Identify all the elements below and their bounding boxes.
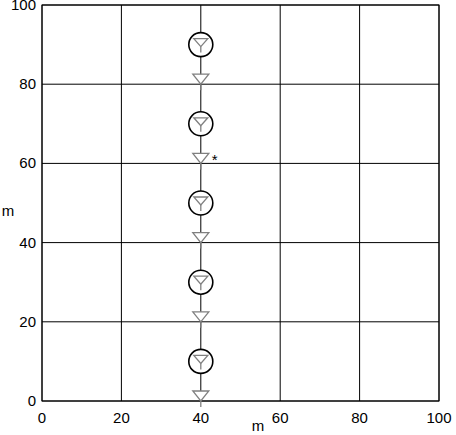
x-tick-label: 0 — [38, 409, 46, 426]
y-grid-line — [42, 242, 439, 243]
marker — [193, 391, 209, 407]
marker — [193, 233, 209, 249]
x-tick-label: 80 — [351, 409, 368, 426]
x-tick-label: 20 — [113, 409, 130, 426]
y-tick-label: 100 — [11, 0, 36, 13]
y-axis-label: m — [2, 202, 15, 219]
chart-container: 0 20 40 60 80 100 0 20 40 60 80 100 m m * — [0, 0, 456, 435]
x-tick-label: 60 — [272, 409, 289, 426]
annotation: * — [212, 151, 218, 168]
y-tick-label: 20 — [19, 313, 36, 330]
plot-frame — [42, 5, 439, 401]
marker — [193, 153, 209, 169]
x-grid-line — [280, 5, 281, 401]
y-grid-line — [42, 163, 439, 164]
marker — [189, 349, 213, 373]
y-grid-line — [42, 84, 439, 85]
y-tick-label: 40 — [19, 234, 36, 251]
marker — [189, 33, 213, 57]
y-grid-line — [42, 321, 439, 322]
x-tick-label: 40 — [192, 409, 209, 426]
marker — [189, 191, 213, 215]
chart-svg: 0 20 40 60 80 100 0 20 40 60 80 100 m m * — [0, 0, 456, 435]
marker — [189, 270, 213, 294]
x-grid-line — [359, 5, 360, 401]
marker — [193, 74, 209, 90]
marker — [189, 112, 213, 136]
marker — [193, 312, 209, 328]
marks — [189, 33, 213, 407]
y-tick-label: 60 — [19, 154, 36, 171]
x-grid-line — [121, 5, 122, 401]
y-tick-label: 80 — [19, 75, 36, 92]
x-axis-label: m — [252, 417, 265, 434]
y-tick-label: 0 — [28, 392, 36, 409]
x-tick-label: 100 — [426, 409, 451, 426]
